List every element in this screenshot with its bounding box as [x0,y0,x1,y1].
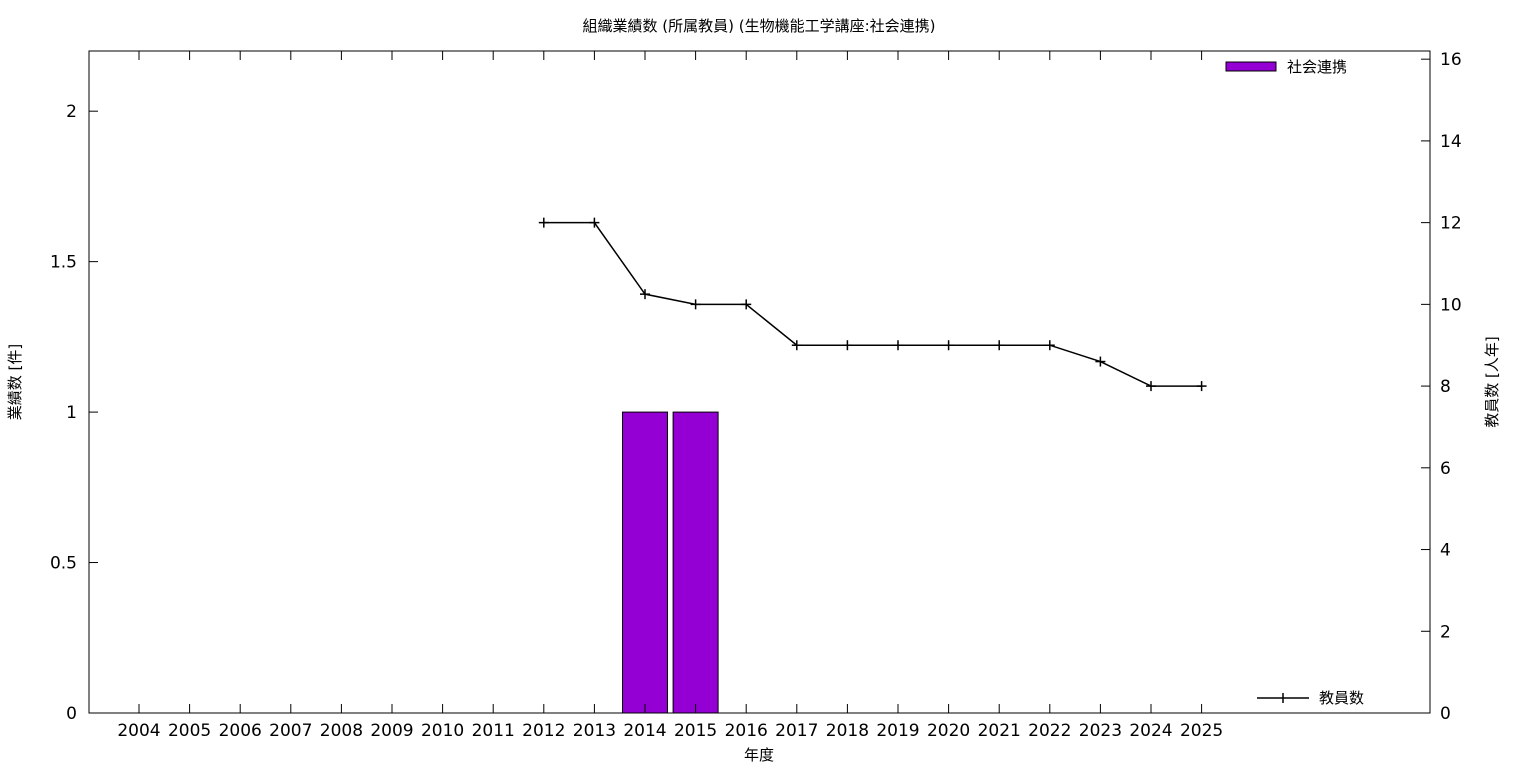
ticks-layer [89,51,1430,714]
bars-layer [622,411,719,714]
y2-tick-label: 8 [1440,377,1451,397]
x-tick-label: 2007 [269,721,312,741]
line-point-2016 [741,299,752,310]
y-tick-label: 0.5 [50,554,77,574]
y-tick-label: 2 [66,102,77,122]
line-point-2014 [640,289,650,300]
legend-bar-label: 社会連携 [1287,58,1347,76]
x-tick-label: 2024 [1129,721,1172,741]
x-tick-label: 2018 [826,721,869,741]
y2-tick-label: 6 [1440,459,1451,479]
line-point-2017 [791,340,802,351]
line-point-2019 [893,340,903,351]
line-point-2025 [1196,381,1207,392]
bar-2015 [672,411,719,714]
x-tick-label: 2015 [674,721,717,741]
line-point-2020 [943,340,954,351]
x-tick-label: 2022 [1028,721,1071,741]
line-point-2013 [589,217,600,228]
y2-tick-label: 0 [1440,704,1451,724]
legend-line-label: 教員数 [1319,689,1364,707]
y2-tick-label: 16 [1440,50,1462,70]
chart-title: 組織業績数 (所属教員) (生物機能工学講座:社会連携) [582,17,935,35]
y2-tick-label: 4 [1440,541,1451,561]
x-tick-label: 2004 [117,721,160,741]
line-point-2022 [1044,340,1055,351]
x-tick-label: 2020 [927,721,970,741]
line-point-2018 [842,340,853,351]
line-point-2023 [1095,356,1106,367]
x-tick-label: 2012 [522,721,565,741]
x-tick-label: 2023 [1079,721,1122,741]
y2-tick-label: 14 [1440,132,1462,152]
x-tick-label: 2025 [1180,721,1223,741]
line-layer [538,217,1207,392]
y-tick-label: 1 [66,403,77,423]
y-tick-label: 1.5 [50,253,77,273]
x-tick-label: 2013 [573,721,616,741]
y2-axis-label: 教員数 [人年] [1483,336,1501,427]
line-point-2024 [1146,381,1156,392]
y-axis-label: 業績数 [件] [6,344,24,420]
line-point-2012 [538,217,549,228]
x-tick-label: 2006 [219,721,262,741]
y2-tick-label: 2 [1440,622,1451,642]
x-tick-label: 2008 [320,721,363,741]
x-tick-label: 2010 [421,721,464,741]
plot-frame [88,50,1431,714]
x-tick-label: 2011 [472,721,515,741]
x-tick-label: 2009 [370,721,413,741]
x-tick-label: 2016 [725,721,768,741]
legend-bar-swatch [1225,61,1277,72]
bar-2014 [622,411,668,714]
y2-tick-label: 12 [1440,214,1462,234]
line-series-teachers [543,221,1202,387]
y-tick-label: 0 [66,704,77,724]
line-point-2015 [690,299,701,310]
x-tick-label: 2021 [978,721,1021,741]
line-point-2021 [994,340,1005,351]
y2-tick-label: 10 [1440,295,1462,315]
legend-line: 教員数 [1257,689,1364,707]
x-axis-label: 年度 [744,746,774,764]
x-tick-label: 2017 [775,721,818,741]
x-tick-label: 2019 [876,721,919,741]
legend-bar: 社会連携 [1225,58,1347,76]
x-tick-label: 2014 [623,721,666,741]
x-tick-label: 2005 [168,721,211,741]
